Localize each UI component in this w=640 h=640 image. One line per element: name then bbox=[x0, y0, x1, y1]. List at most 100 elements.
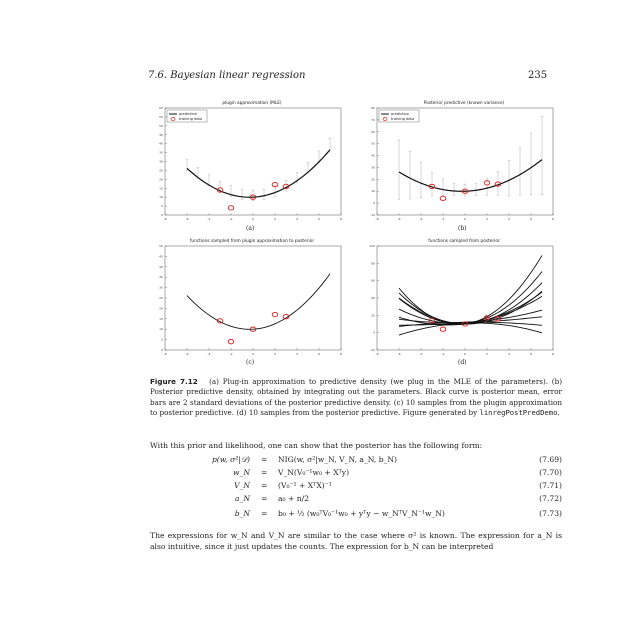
plot-a: plugin approximation (MLE) 0510152025303… bbox=[159, 100, 342, 221]
y-tick-label: 5 bbox=[161, 338, 163, 342]
plot-title: plugin approximation (MLE) bbox=[222, 100, 282, 106]
plot-b: Posterior predictive (known variance) -1… bbox=[370, 100, 554, 221]
caption-text: (a) Plug-in approximation to predictive … bbox=[150, 377, 563, 418]
equals-sign: = bbox=[261, 468, 268, 477]
legend-prediction: prediction bbox=[391, 112, 409, 116]
caption-code-link[interactable]: linregPostPredDemo bbox=[479, 408, 558, 418]
y-tick-label: 30 bbox=[159, 160, 163, 164]
y-tick-label: 30 bbox=[371, 165, 375, 169]
x-tick-label: 4 bbox=[296, 352, 298, 356]
equation-row: V_N = (V₀⁻¹ + XᵀX)⁻¹ (7.71) bbox=[150, 481, 562, 493]
panel-label: (b) bbox=[458, 225, 467, 232]
y-tick-label: 15 bbox=[159, 186, 163, 190]
y-tick-label: 40 bbox=[371, 154, 375, 158]
training-point bbox=[227, 339, 235, 345]
legend: prediction training data bbox=[166, 109, 208, 123]
y-tick-label: 35 bbox=[159, 275, 163, 279]
x-tick-label: 0 bbox=[464, 217, 466, 221]
equation-row: a_N = a₀ + n/2 (7.72) bbox=[150, 494, 562, 506]
y-tick-label: 80 bbox=[371, 261, 375, 265]
y-tick-label: 20 bbox=[371, 177, 375, 181]
training-point bbox=[227, 205, 235, 211]
figure-panel-c: functions sampled from plugin approximat… bbox=[150, 236, 345, 366]
y-tick-label: 60 bbox=[371, 130, 375, 134]
equation-number: (7.70) bbox=[539, 468, 562, 477]
x-tick-label: 8 bbox=[340, 217, 342, 221]
x-tick-label: -4 bbox=[420, 217, 423, 221]
training-point bbox=[282, 314, 290, 320]
x-tick-label: 6 bbox=[530, 217, 532, 221]
y-tick-label: 0 bbox=[373, 331, 375, 335]
training-point bbox=[216, 318, 224, 324]
plot-title: functions sampled from posterior bbox=[428, 238, 500, 244]
y-tick-label: 10 bbox=[159, 327, 163, 331]
training-point bbox=[461, 188, 469, 194]
x-tick-label: 0 bbox=[252, 217, 254, 221]
x-tick-label: -4 bbox=[420, 352, 423, 356]
sample-curve bbox=[398, 290, 543, 325]
y-tick-label: 0 bbox=[373, 201, 375, 205]
training-point bbox=[439, 195, 447, 202]
sample-curve bbox=[398, 255, 543, 325]
sample-curve bbox=[186, 273, 331, 330]
y-tick-label: 50 bbox=[159, 124, 163, 128]
training-point bbox=[494, 316, 502, 322]
x-tick-label: 6 bbox=[530, 352, 532, 356]
y-tick-label: 20 bbox=[159, 306, 163, 310]
x-tick-label: 4 bbox=[508, 217, 510, 221]
x-tick-label: -2 bbox=[442, 217, 445, 221]
equation-row: b_N = b₀ + ½ (w₀ᵀV₀⁻¹w₀ + yᵀy − w_NᵀV_N⁻¹w… bbox=[150, 509, 562, 521]
figure-caption: Figure 7.12 (a) Plug-in approximation to… bbox=[150, 377, 562, 419]
training-point bbox=[428, 183, 436, 190]
y-tick-label: 15 bbox=[159, 317, 163, 321]
equals-sign: = bbox=[261, 481, 268, 490]
x-tick-label: -6 bbox=[398, 352, 401, 356]
y-tick-label: 55 bbox=[159, 115, 163, 119]
running-header-section: 7.6. Bayesian linear regression bbox=[148, 70, 306, 81]
prediction-curve bbox=[186, 149, 331, 198]
plot-axes-frame bbox=[164, 245, 342, 351]
equation-rhs: V_N(V₀⁻¹w₀ + Xᵀy) bbox=[278, 468, 350, 477]
x-tick-label: -2 bbox=[230, 352, 233, 356]
training-point bbox=[483, 315, 491, 321]
caption-end: . bbox=[557, 408, 560, 418]
y-tick-label: 20 bbox=[371, 313, 375, 317]
x-tick-label: 2 bbox=[274, 352, 276, 356]
training-point bbox=[271, 182, 279, 188]
legend-box bbox=[378, 109, 420, 123]
plot-axes-frame bbox=[376, 245, 554, 351]
legend-training-data: training data bbox=[179, 117, 202, 121]
y-tick-label: 100 bbox=[369, 244, 375, 248]
x-tick-label: -2 bbox=[442, 352, 445, 356]
equals-sign: = bbox=[261, 494, 268, 503]
figure-panel-b: Posterior predictive (known variance) -1… bbox=[362, 98, 557, 232]
x-tick-label: -4 bbox=[208, 217, 211, 221]
training-point bbox=[428, 317, 436, 324]
x-tick-label: 2 bbox=[486, 352, 488, 356]
equation-number: (7.71) bbox=[539, 481, 562, 490]
equals-sign: = bbox=[261, 455, 268, 464]
prediction-curve bbox=[398, 159, 543, 192]
x-tick-label: -8 bbox=[376, 217, 379, 221]
x-tick-label: 6 bbox=[318, 217, 320, 221]
y-tick-label: 40 bbox=[371, 296, 375, 300]
y-tick-label: 20 bbox=[159, 177, 163, 181]
equation-rhs: a₀ + n/2 bbox=[278, 494, 310, 503]
equation-rhs: (V₀⁻¹ + XᵀX)⁻¹ bbox=[278, 481, 332, 490]
x-tick-label: 4 bbox=[296, 217, 298, 221]
equation-lhs: a_N bbox=[235, 494, 250, 503]
x-tick-label: -8 bbox=[376, 352, 379, 356]
training-point bbox=[439, 326, 447, 332]
closing-paragraph: The expressions for w_N and V_N are simi… bbox=[150, 531, 562, 551]
equation-row: p(w, σ²|𝒟) = NIG(w, σ²|w_N, V_N, a_N, b_N)… bbox=[150, 455, 562, 467]
intro-paragraph: With this prior and likelihood, one can … bbox=[150, 441, 483, 450]
x-tick-label: -8 bbox=[164, 352, 167, 356]
y-tick-label: 45 bbox=[159, 254, 163, 258]
panel-label: (d) bbox=[458, 359, 467, 366]
plot-c: functions sampled from plugin approximat… bbox=[159, 238, 342, 356]
y-tick-label: 10 bbox=[371, 189, 375, 193]
caption-label: Figure 7.12 bbox=[150, 377, 198, 386]
y-tick-label: 40 bbox=[159, 142, 163, 146]
y-tick-label: -20 bbox=[370, 348, 375, 352]
equation-number: (7.72) bbox=[539, 494, 562, 503]
